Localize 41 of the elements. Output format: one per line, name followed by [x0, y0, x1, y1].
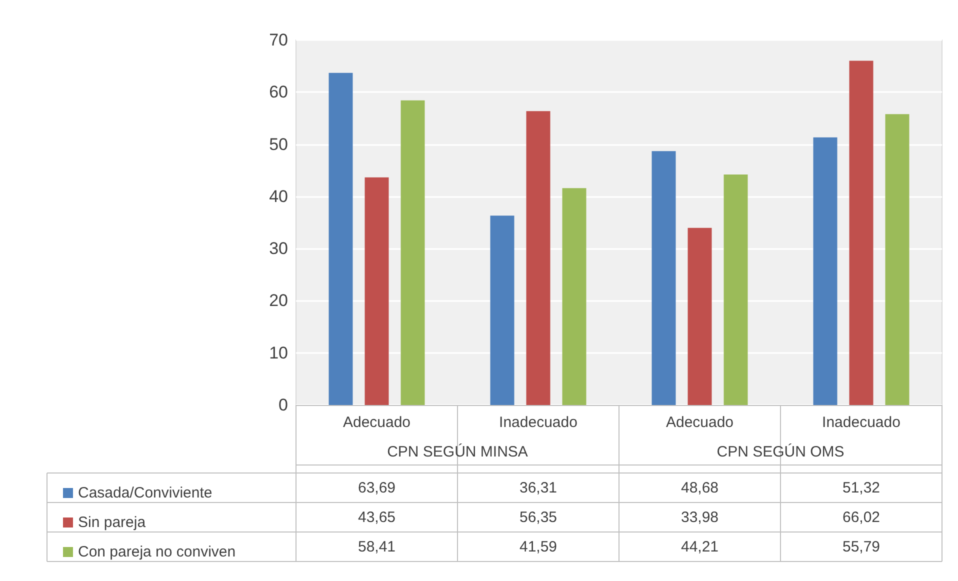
legend-label: Casada/Conviviente	[78, 484, 212, 502]
data-label: 36,31	[519, 479, 558, 496]
data-label: 58,41	[358, 538, 396, 556]
x-tick-label: Adecuado	[342, 414, 411, 431]
bar	[328, 72, 353, 405]
data-label: 51,32	[842, 479, 880, 496]
data-label: 66,02	[842, 508, 880, 526]
y-tick-label: 10	[269, 343, 288, 362]
data-label: 43,65	[358, 508, 396, 526]
data-label: 63,69	[358, 479, 396, 496]
bar	[562, 188, 586, 405]
data-label: 41,59	[519, 538, 558, 556]
text: CPN SEGÚN MINSA	[387, 442, 528, 460]
bar	[885, 114, 910, 405]
bar	[490, 216, 514, 405]
bar	[364, 177, 389, 405]
y-tick-label: 30	[269, 239, 288, 258]
y-tick-label: 60	[269, 82, 288, 102]
y-tick-label: 50	[269, 134, 288, 154]
data-label: 55,79	[842, 538, 880, 556]
data-label: 33,98	[680, 508, 719, 526]
bar	[688, 228, 712, 405]
legend-label: Sin pareja	[78, 514, 146, 531]
data-label: 44,21	[680, 538, 719, 556]
legend-label: Con pareja no conviven	[78, 544, 236, 560]
data-label: 56,35	[519, 508, 558, 526]
bar	[526, 111, 550, 405]
x-tick-label: Inadecuado	[822, 414, 900, 431]
y-tick-label: 20	[269, 291, 288, 310]
bar	[724, 174, 748, 405]
y-tick-label: 40	[269, 186, 288, 206]
y-tick-label: 70	[269, 30, 288, 50]
text: CPN SEGÚN OMS	[716, 442, 844, 460]
bar	[400, 100, 425, 405]
bar	[849, 60, 874, 405]
x-tick-label: Inadecuado	[499, 414, 578, 431]
bar	[813, 137, 838, 405]
x-tick-label: Adecuado	[666, 414, 734, 431]
bar	[652, 151, 676, 405]
data-label: 48,68	[680, 479, 719, 496]
y-tick-label: 0	[278, 396, 288, 414]
